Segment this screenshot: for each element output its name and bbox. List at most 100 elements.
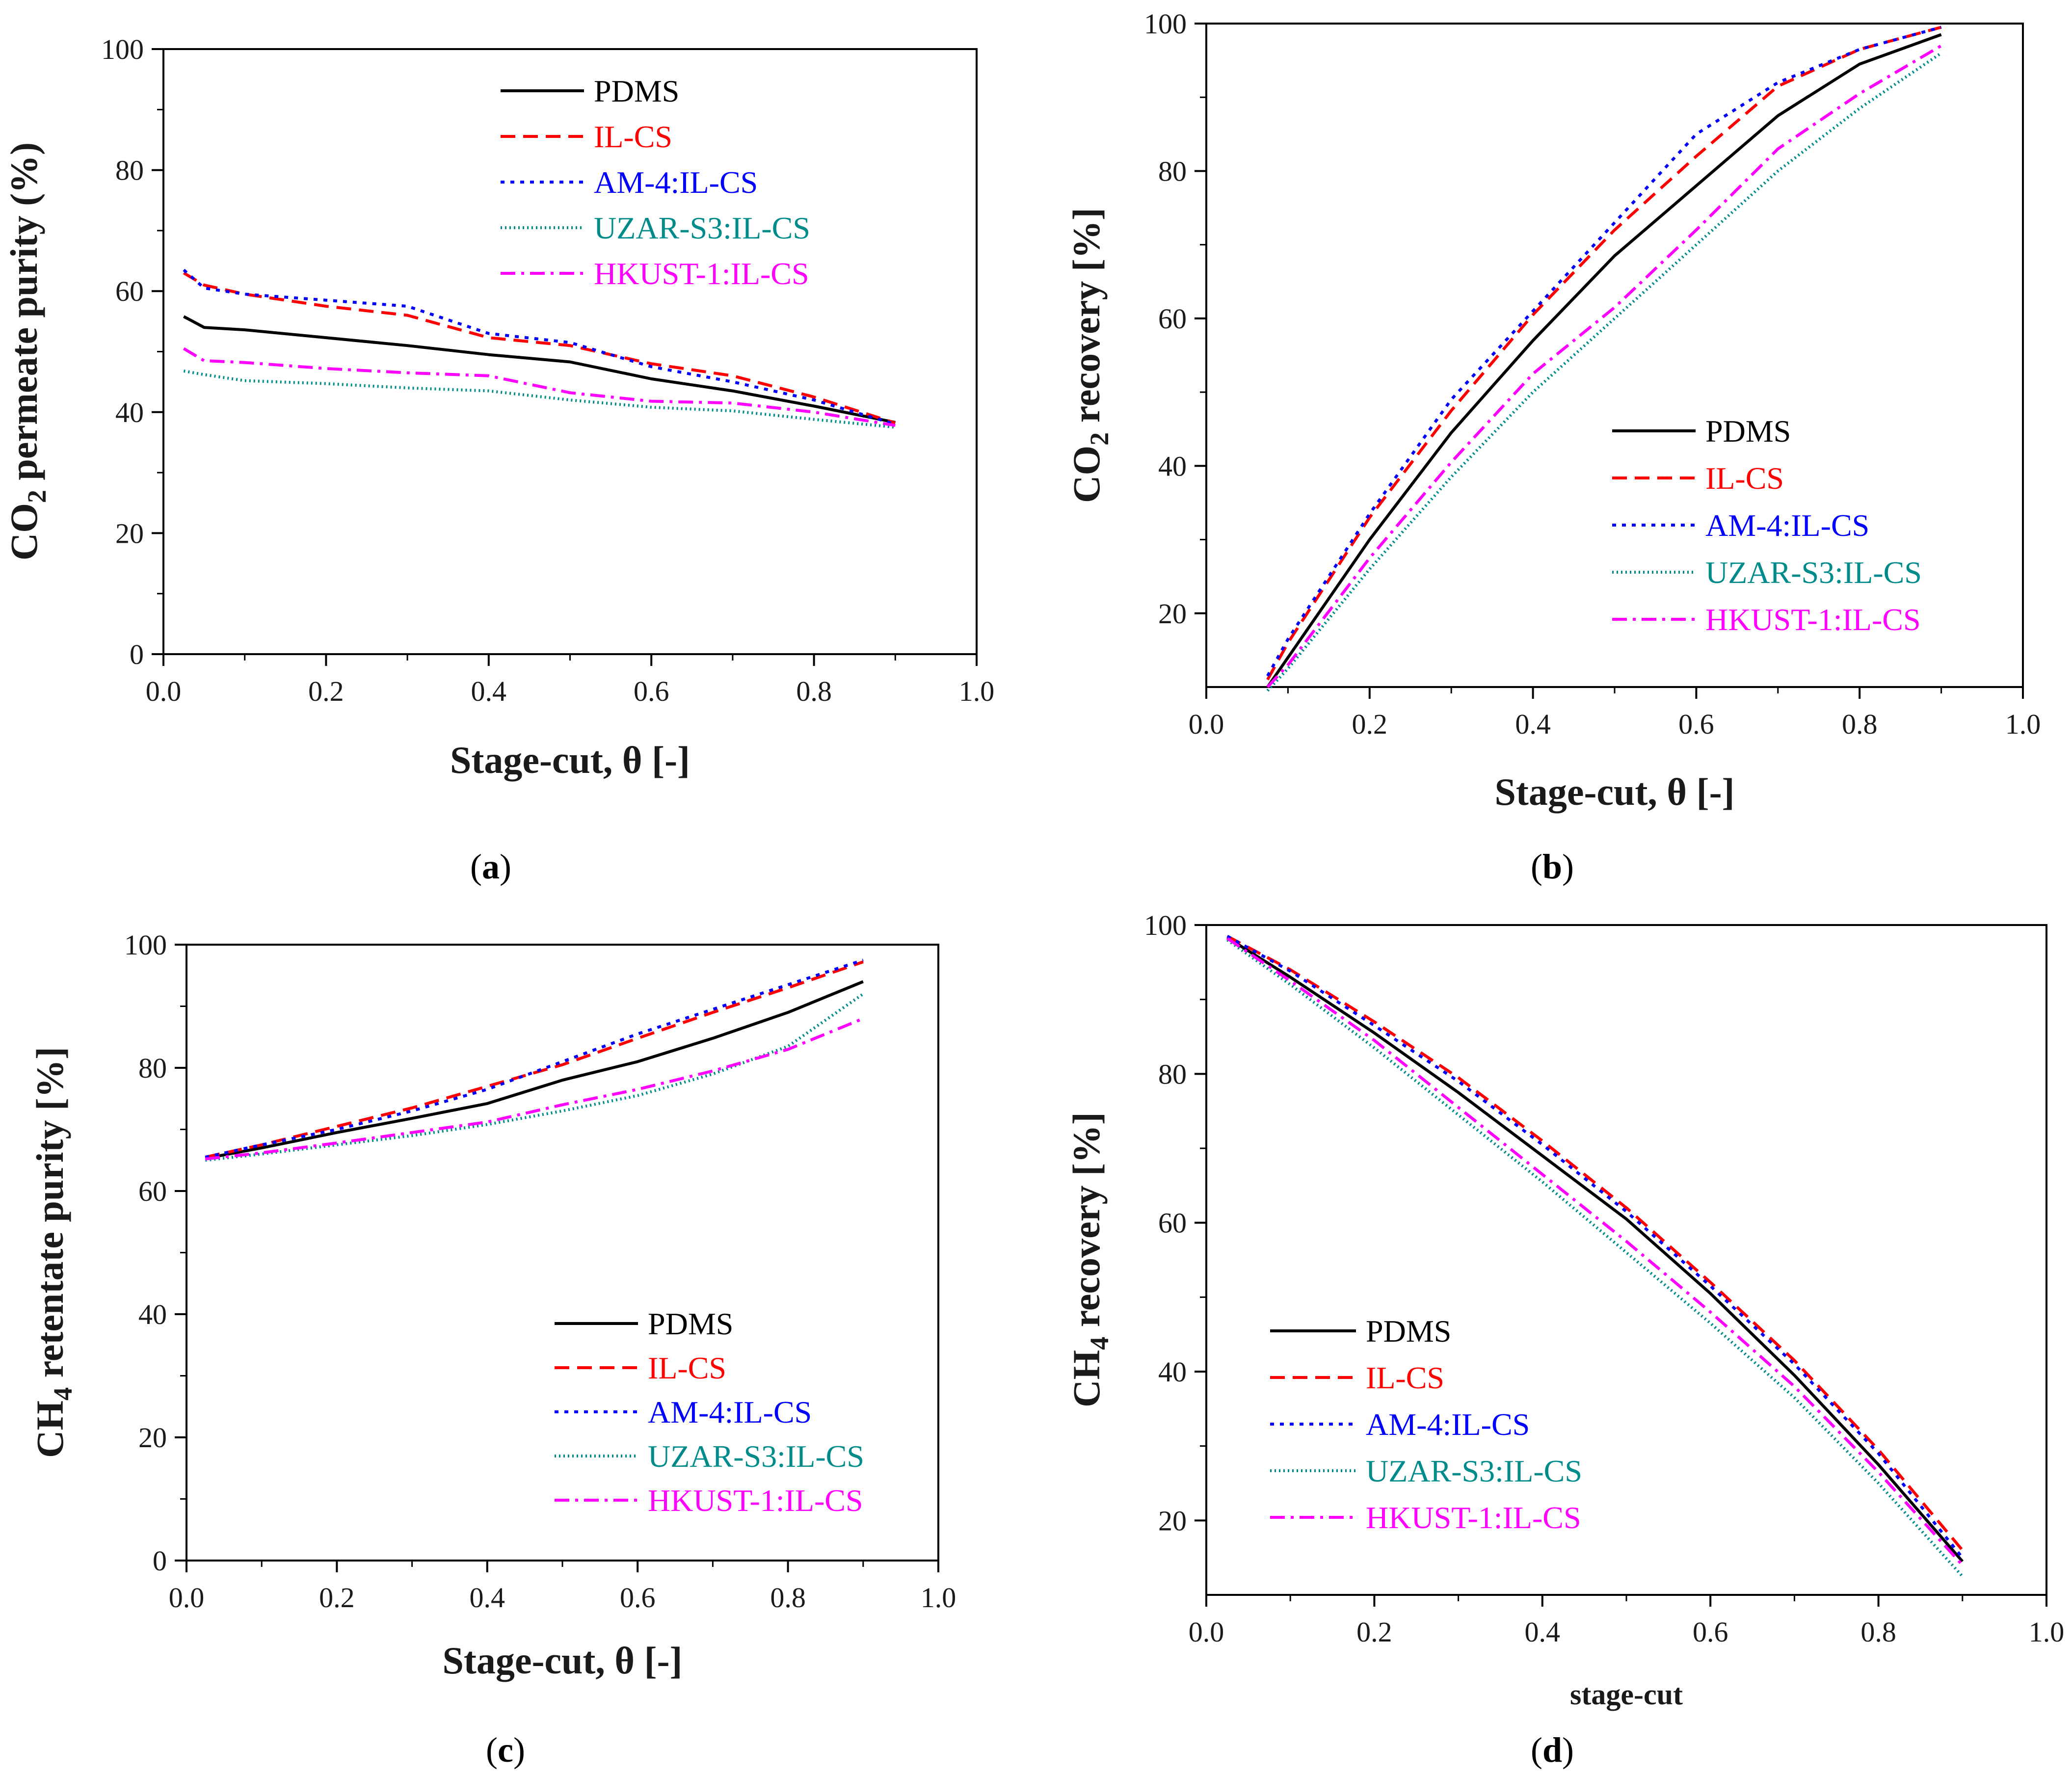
chart-panel-c: 0.0 0.2 0.4 0.6 0.8 1.0 0 20 40 60 80 100 Stage-cut,… <box>28 929 956 1682</box>
y-axis-title-subscript: 2 <box>22 490 52 503</box>
series-line-il-cs <box>1266 26 1942 681</box>
x-tick-label: 1.0 <box>959 675 995 707</box>
series-line-hkust-1-il-cs <box>183 347 896 427</box>
y-axis-title-rest: permeate purity (%) <box>2 142 45 490</box>
chart-panel-d: 0.0 0.2 0.4 0.6 0.8 1.0 20 40 60 80 100 stage-cut CH… <box>1065 909 2064 1711</box>
y-tick-label: 40 <box>115 397 144 428</box>
y-tick-label: 80 <box>115 155 144 186</box>
series-line-uzar-s3-il-cs <box>183 370 896 429</box>
y-tick-label: 100 <box>101 33 144 65</box>
series-line-am-4-il-cs <box>1226 935 1964 1559</box>
y-tick-label: 20 <box>1158 1505 1187 1536</box>
x-axis-title: stage-cut <box>1570 1678 1683 1711</box>
y-tick-label: 80 <box>1158 155 1187 187</box>
x-tick-label: 0.0 <box>1189 1616 1224 1648</box>
x-tick-label: 0.4 <box>471 675 507 707</box>
legend-label: PDMS <box>1705 414 1791 449</box>
y-axis-title: CH4 recovery [%] <box>1065 1112 1114 1407</box>
legend-label: AM-4:IL-CS <box>1366 1407 1530 1442</box>
y-tick-label: 0 <box>153 1545 167 1577</box>
x-axis-title: Stage-cut, θ [-] <box>450 739 690 781</box>
caption-paren-close: ) <box>500 847 511 886</box>
panel-caption-a: (a) <box>470 847 511 886</box>
y-axis-title: CO2 permeate purity (%) <box>2 142 52 560</box>
x-tick-label: 1.0 <box>2029 1616 2065 1648</box>
series-line-am-4-il-cs <box>1266 26 1942 677</box>
x-tick-label: 0.6 <box>634 675 669 707</box>
series-line-pdms <box>183 315 896 424</box>
legend-label: PDMS <box>594 74 679 108</box>
x-tick-label: 0.2 <box>1356 1616 1392 1648</box>
series-line-hkust-1-il-cs <box>205 1017 864 1161</box>
series-line-pdms <box>205 980 864 1160</box>
legend-label: HKUST-1:IL-CS <box>1705 602 1921 637</box>
y-axis-title-subscript: 2 <box>1085 432 1114 446</box>
x-tick-label: 0.8 <box>770 1582 806 1614</box>
y-axis-title-rest: recovery [%] <box>1065 208 1108 432</box>
chart-panel-b: 0.0 0.2 0.4 0.6 0.8 1.0 20 40 60 80 100 Stage-cut, … <box>1065 8 2041 813</box>
x-tick-label: 0.2 <box>319 1582 355 1614</box>
legend-label: IL-CS <box>648 1350 726 1385</box>
y-tick-label: 100 <box>1144 909 1187 941</box>
x-tick-label: 0.8 <box>1842 708 1878 740</box>
y-tick-label: 20 <box>1158 598 1187 630</box>
x-tick-label: 1.0 <box>921 1582 956 1614</box>
legend-label: IL-CS <box>1366 1360 1444 1395</box>
y-tick-label: 60 <box>138 1175 167 1207</box>
legend-d: PDMS IL-CS AM-4:IL-CS UZAR-S3:IL-CS HKUST-1:… <box>1270 1314 1582 1535</box>
series-line-pdms <box>1266 33 1942 688</box>
panel-caption-b: (b) <box>1531 847 1574 886</box>
series-line-hkust-1-il-cs <box>1266 44 1942 688</box>
x-tick-label: 0.2 <box>1352 708 1388 740</box>
y-axis-title-main: CH <box>28 1401 71 1458</box>
legend-c: PDMS IL-CS AM-4:IL-CS UZAR-S3:IL-CS HKUST-1:… <box>555 1306 864 1518</box>
y-tick-label: 80 <box>1158 1058 1187 1090</box>
legend-label: UZAR-S3:IL-CS <box>1705 555 1922 590</box>
legend-b: PDMS IL-CS AM-4:IL-CS UZAR-S3:IL-CS HKUST-1:… <box>1612 414 1922 637</box>
y-tick-label: 100 <box>124 929 167 961</box>
legend-label: UZAR-S3:IL-CS <box>1366 1454 1582 1488</box>
series-line-hkust-1-il-cs <box>1226 937 1964 1566</box>
y-axis-title-main: CO <box>2 503 45 560</box>
x-tick-label: 0.6 <box>1693 1616 1728 1648</box>
caption-paren-open: ( <box>1531 1730 1542 1770</box>
y-axis-title-main: CO <box>1065 446 1108 503</box>
x-tick-label: 1.0 <box>2005 708 2041 740</box>
y-axis-title-main: CH <box>1065 1350 1108 1407</box>
legend-label: PDMS <box>1366 1314 1451 1349</box>
x-tick-label: 0.0 <box>169 1582 205 1614</box>
y-axis-title-subscript: 4 <box>48 1387 78 1401</box>
legend-label: AM-4:IL-CS <box>594 165 758 200</box>
legend-label: AM-4:IL-CS <box>648 1395 812 1430</box>
legend-label: HKUST-1:IL-CS <box>648 1483 863 1518</box>
legend-label: IL-CS <box>1705 461 1784 496</box>
y-tick-label: 40 <box>1158 1356 1187 1388</box>
x-tick-label: 0.8 <box>796 675 832 707</box>
y-tick-label: 0 <box>130 638 144 670</box>
y-tick-label: 40 <box>138 1298 167 1330</box>
legend-label: IL-CS <box>594 119 672 154</box>
y-tick-label: 20 <box>115 517 144 549</box>
y-axis-title-rest: retentate purity [%] <box>28 1047 71 1387</box>
caption-letter: c <box>498 1730 513 1770</box>
y-tick-label: 60 <box>1158 303 1187 335</box>
caption-paren-open: ( <box>486 1730 498 1770</box>
series-line-il-cs <box>205 960 864 1159</box>
x-axis-title: Stage-cut, θ [-] <box>442 1639 682 1682</box>
chart-panel-a: 0.0 0.2 0.4 0.6 0.8 1.0 0 20 40 60 80 100 Stage-cut,… <box>2 33 994 781</box>
series-line-am-4-il-cs <box>183 268 896 426</box>
y-tick-label: 60 <box>115 275 144 307</box>
x-tick-label: 0.2 <box>308 675 344 707</box>
x-tick-label: 0.8 <box>1860 1616 1896 1648</box>
panel-caption-c: (c) <box>486 1730 525 1770</box>
x-tick-label: 0.6 <box>620 1582 656 1614</box>
y-axis-title: CO2 recovery [%] <box>1065 208 1114 503</box>
x-tick-label: 0.0 <box>1189 708 1224 740</box>
legend-a: PDMS IL-CS AM-4:IL-CS UZAR-S3:IL-CS HKUST-1:… <box>501 74 810 291</box>
caption-paren-close: ) <box>1562 1730 1574 1770</box>
legend-label: HKUST-1:IL-CS <box>594 256 809 291</box>
x-tick-label: 0.0 <box>146 675 182 707</box>
caption-paren-open: ( <box>470 847 482 886</box>
